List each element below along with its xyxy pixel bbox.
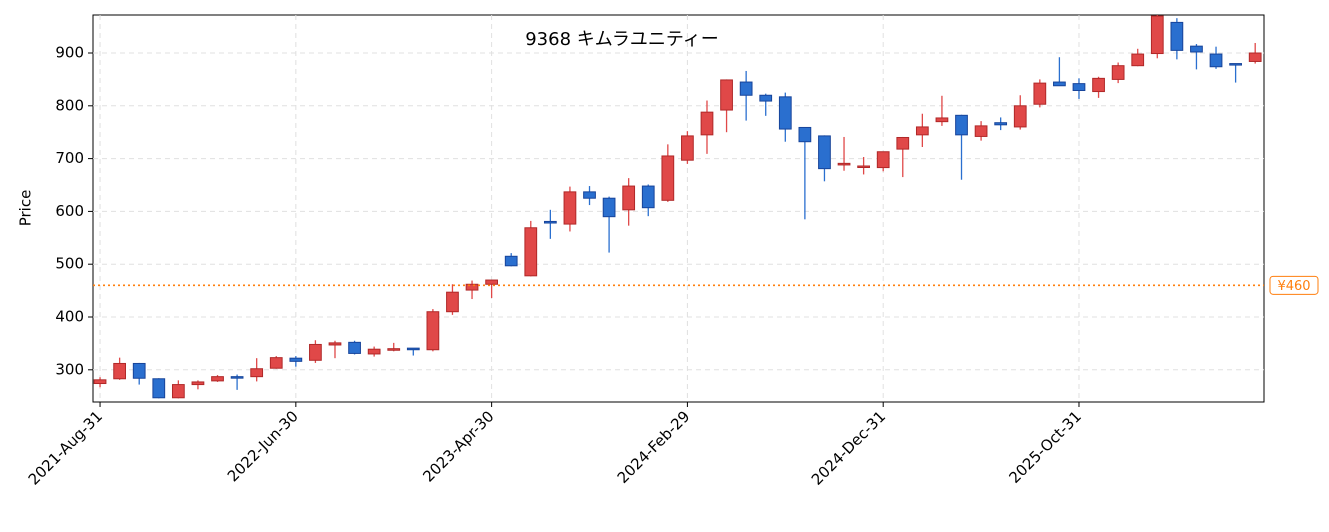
candle-body — [113, 362, 127, 380]
candle-body — [739, 81, 753, 96]
x-tick-label: 2024-Dec-31 — [808, 407, 889, 488]
y-tick-label: 900 — [55, 44, 84, 62]
candle-body — [1190, 45, 1203, 53]
candle-body — [661, 155, 675, 201]
candle-body — [446, 291, 459, 313]
candle-body — [915, 126, 929, 136]
candle-body — [1013, 105, 1027, 128]
candle-body — [837, 162, 851, 166]
candle-body — [211, 376, 224, 382]
candle-body — [406, 347, 420, 351]
candle-body — [1072, 83, 1086, 91]
y-tick-label: 500 — [55, 255, 84, 273]
candle-body — [524, 227, 538, 277]
candle-body — [191, 381, 205, 386]
candle-body — [778, 96, 792, 130]
candle-body — [152, 378, 166, 399]
candle-body — [289, 357, 303, 362]
candle-body — [681, 135, 694, 161]
candle-body — [1209, 53, 1223, 68]
reference-label-box — [1269, 275, 1319, 295]
candle-body — [1092, 77, 1105, 93]
candle-body — [485, 279, 498, 285]
candle-body — [1033, 82, 1047, 105]
candle-body — [1229, 63, 1242, 66]
candle-body — [622, 185, 636, 211]
plot-frame — [92, 14, 1265, 403]
x-tick-label: 2024-Feb-29 — [614, 407, 694, 487]
candle-body — [994, 122, 1008, 126]
candle-body — [328, 342, 342, 346]
candle-body — [1131, 53, 1145, 67]
candle-body — [955, 114, 968, 136]
candle-body — [426, 311, 440, 351]
candle-body — [876, 151, 890, 169]
candle-body — [387, 348, 401, 351]
candle-body — [93, 379, 107, 385]
candle-body — [583, 191, 596, 199]
candle-body — [798, 126, 812, 143]
candle-body — [465, 283, 479, 291]
y-axis-label: Price — [17, 190, 35, 227]
x-tick-label: 2023-Apr-30 — [419, 407, 497, 485]
candle-body — [171, 384, 185, 399]
candle-body — [563, 191, 577, 225]
candle-body — [348, 341, 361, 354]
candle-body — [896, 136, 910, 150]
candle-body — [1248, 52, 1262, 62]
reference-label: ¥460 — [1277, 279, 1310, 294]
candle-body — [269, 357, 283, 369]
y-tick-label: 400 — [55, 307, 84, 325]
candle-body — [543, 220, 557, 224]
candle-body — [250, 368, 264, 378]
candle-body — [700, 111, 714, 136]
chart-title: 9368 キムラユニティー — [525, 29, 719, 50]
y-tick-label: 700 — [55, 149, 84, 167]
candle-body — [1053, 81, 1066, 87]
y-tick-label: 600 — [55, 202, 84, 220]
candle-body — [641, 185, 655, 209]
candle-body — [974, 125, 988, 137]
candle-body — [759, 94, 773, 102]
y-tick-label: 800 — [55, 96, 84, 114]
candle-body — [504, 255, 518, 267]
candle-body — [720, 79, 733, 111]
candle-body — [367, 348, 381, 355]
candle-body — [132, 362, 146, 379]
candle-body — [1111, 65, 1125, 80]
y-tick-label: 300 — [55, 360, 84, 378]
candle-body — [230, 376, 244, 379]
candle-body — [602, 197, 616, 218]
candle-body — [857, 165, 870, 168]
candle-body — [1170, 21, 1184, 51]
x-tick-label: 2022-Jun-30 — [224, 407, 302, 485]
x-tick-label: 2025-Oct-31 — [1005, 407, 1085, 487]
candle-body — [935, 117, 949, 123]
candle-body — [818, 135, 831, 170]
x-tick-label: 2021-Aug-31 — [25, 407, 106, 488]
candle-body — [1150, 15, 1164, 55]
candle-body — [309, 343, 322, 361]
